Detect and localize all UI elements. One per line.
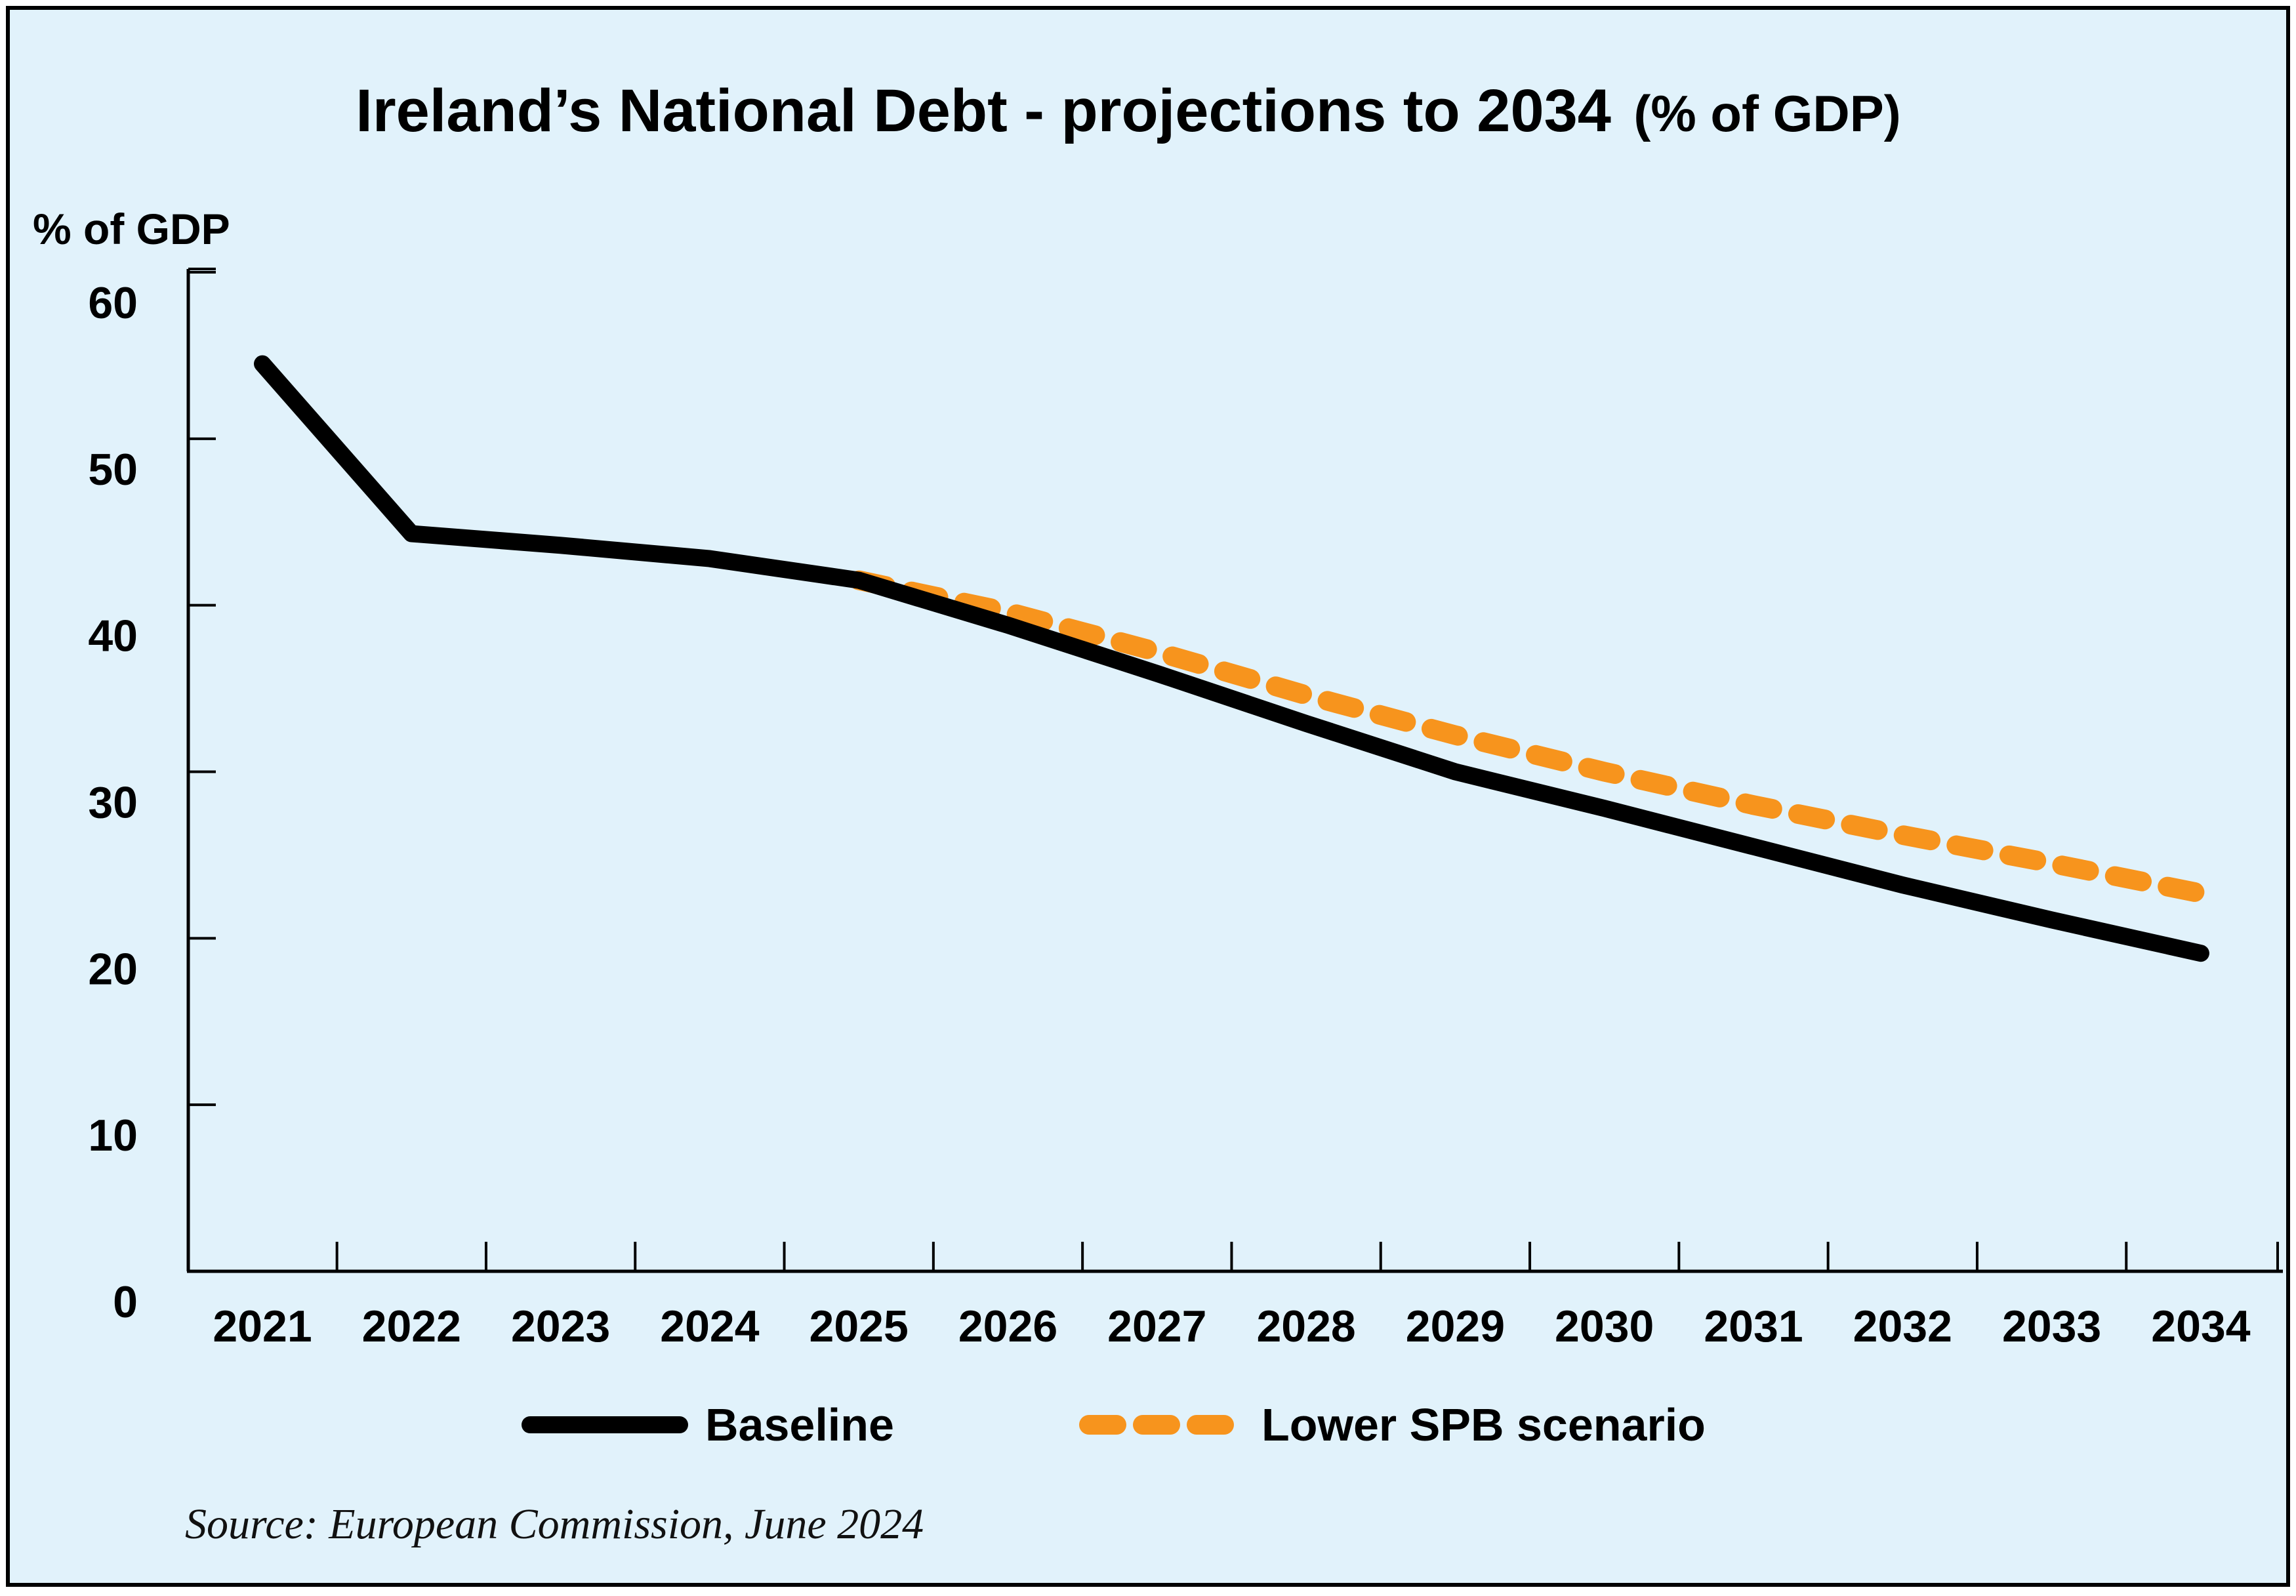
x-tick-label: 2030: [1555, 1301, 1654, 1351]
data-point: [2051, 863, 2053, 864]
data-point: [1008, 611, 1009, 613]
data-point: [411, 533, 412, 535]
data-point: [1157, 651, 1158, 653]
data-point: [2051, 919, 2053, 920]
x-tick-label: 2021: [213, 1301, 312, 1351]
series-line-baseline: [254, 355, 2209, 962]
x-tick-label: 2027: [1107, 1301, 1206, 1351]
x-tick-label: 2032: [1853, 1301, 1952, 1351]
series-layer: [254, 355, 2211, 962]
data-point: [1454, 771, 1456, 773]
data-point: [1008, 624, 1009, 626]
data-point: [1157, 673, 1158, 674]
x-tick-label: 2034: [2151, 1301, 2250, 1351]
y-tick-label: 50: [88, 445, 138, 495]
data-point: [1454, 735, 1456, 736]
series-line-lower-spb: [849, 570, 2211, 903]
data-point: [1604, 808, 1605, 809]
legend-label-lower-spb: Lower SPB scenario: [1261, 1399, 1706, 1450]
data-point: [1753, 804, 1754, 806]
source-note: Source: European Commission, June 2024: [185, 1500, 924, 1548]
y-tick-label: 10: [88, 1111, 138, 1160]
data-point: [2200, 893, 2202, 894]
data-point: [1753, 846, 1754, 848]
x-tick-label: 2033: [2002, 1301, 2101, 1351]
y-tick-label: 60: [88, 278, 138, 328]
data-point: [262, 363, 263, 365]
data-point: [1305, 723, 1307, 724]
x-tick-label: 2025: [810, 1301, 909, 1351]
y-axis-label: % of GDP: [33, 205, 230, 253]
x-tick-label: 2029: [1406, 1301, 1505, 1351]
chart-title-main: Ireland’s National Debt - projections to…: [356, 77, 1611, 144]
x-tick-label: 2026: [958, 1301, 1057, 1351]
data-point: [858, 580, 859, 581]
data-point: [1902, 884, 1903, 886]
data-point: [1305, 695, 1307, 696]
x-tick-label: 2023: [511, 1301, 610, 1351]
chart-title-suffix: (% of GDP): [1633, 85, 1900, 142]
x-tick-label: 2031: [1704, 1301, 1803, 1351]
y-tick-label: 0: [113, 1277, 138, 1327]
data-point: [1902, 834, 1903, 836]
data-point: [2200, 952, 2202, 954]
data-point: [709, 558, 710, 560]
x-tick-label: 2024: [660, 1301, 759, 1351]
data-point: [560, 544, 562, 546]
y-tick-label: 30: [88, 778, 138, 828]
data-point: [1604, 771, 1605, 773]
x-tick-label: 2028: [1256, 1301, 1355, 1351]
legend: Baseline Lower SPB scenario: [522, 1399, 1706, 1450]
chart-title: Ireland’s National Debt - projections to…: [356, 77, 1900, 144]
x-tick-label: 2022: [362, 1301, 461, 1351]
chart-background: [6, 6, 2290, 1587]
y-tick-label: 20: [88, 944, 138, 994]
y-tick-label: 40: [88, 611, 138, 661]
legend-label-baseline: Baseline: [705, 1399, 894, 1450]
